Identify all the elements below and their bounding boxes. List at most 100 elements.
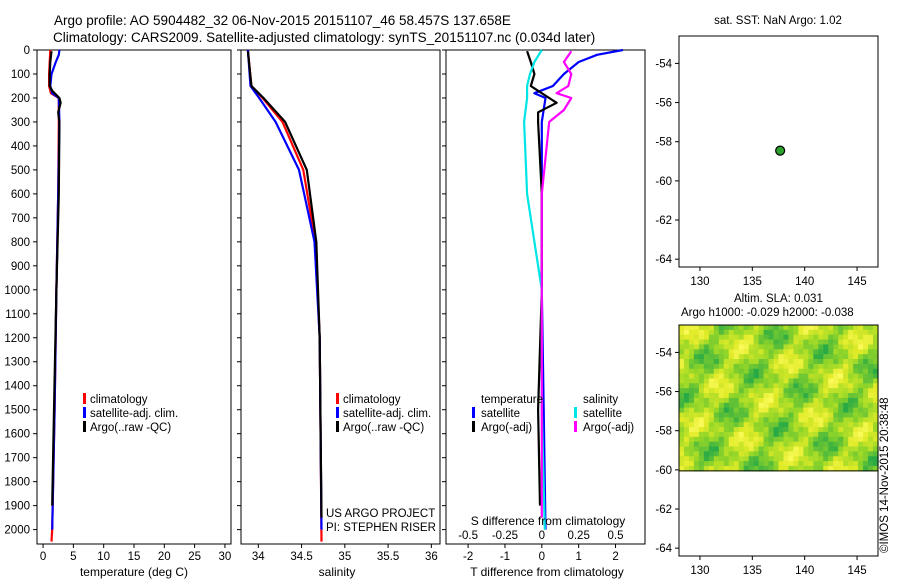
sla-heatmap-cell [713,417,720,423]
sla-heatmap-cell [858,393,864,399]
sla-heatmap-cell [688,422,695,428]
sla-heatmap-cell [743,329,750,336]
sla-heatmap-cell [853,436,859,443]
sla-heatmap-cell [693,431,700,438]
sla-heatmap-cell [758,378,765,384]
sla-heatmap-cell [713,456,720,462]
sla-heatmap-cell [808,368,814,375]
sla-heatmap-cell [768,383,775,389]
sla-heatmap-cell [703,393,710,399]
sla-heatmap-cell [733,393,740,399]
legend-swatch-satellite [83,407,86,418]
map-y-tick-label: -56 [655,98,672,110]
sla-heatmap-cell [818,368,824,375]
sla-heatmap-cell [778,441,785,448]
sla-heatmap-cell [803,407,809,414]
sla-heatmap-cell [679,354,685,360]
sla-heatmap-cell [763,339,770,346]
sla-heatmap-cell [848,451,854,457]
sla-heatmap-cell [853,334,859,341]
legend-label-satellite: satellite-adj. clim. [343,408,431,420]
sla-heatmap-cell [718,388,725,394]
sla-heatmap-cell [698,329,705,336]
sla-heatmap-cell [798,393,804,399]
sla-heatmap-cell [873,436,879,443]
sla-heatmap-cell [803,446,809,452]
series-line-t-satellite [533,48,624,530]
sla-heatmap-cell [808,441,814,448]
sla-heatmap-cell [703,388,710,394]
sla-heatmap-cell [803,465,809,472]
sla-heatmap-cell [738,436,745,443]
sla-heatmap-cell [679,334,685,341]
sla-heatmap-cell [723,465,730,472]
x-tick-label: 15 [128,551,141,563]
sla-heatmap-cell [748,427,755,433]
sla-heatmap-cell [733,402,740,409]
x-tick-label: 34 [252,551,265,563]
sla-heatmap-cell [763,461,770,467]
sla-heatmap-cell [743,363,750,370]
sla-heatmap-cell [728,422,735,428]
sla-heatmap-cell [823,354,829,360]
sla-heatmap-cell [873,378,879,384]
sla-heatmap-cell [723,329,730,336]
sla-heatmap-cell [733,368,740,375]
sla-heatmap-cell [838,329,844,336]
sla-heatmap-cell [868,402,874,409]
sla-heatmap-cell [778,368,785,375]
sla-heatmap-cell [818,436,824,443]
sla-heatmap-cell [758,368,765,375]
sla-heatmap-cell [863,441,869,448]
sla-heatmap-cell [793,373,799,380]
sla-heatmap-cell [858,417,864,423]
sla-heatmap-cell [713,359,720,365]
sla-heatmap-cell [803,354,809,360]
sla-heatmap-cell [778,402,785,409]
sla-heatmap-cell [818,363,824,370]
depth-tick-label: 1300 [4,357,30,369]
sla-heatmap-cell [773,383,780,389]
sla-heatmap-cell [873,344,879,350]
sla-heatmap-cell [683,417,690,423]
sla-heatmap-cell [848,354,854,360]
sla-heatmap-cell [718,334,725,341]
sla-heatmap-cell [868,325,874,331]
sla-heatmap-cell [813,339,819,346]
sla-heatmap-cell [863,451,869,457]
sla-heatmap-cell [833,451,839,457]
sla-heatmap-cell [753,407,760,414]
sla-heatmap-cell [798,329,804,336]
sla-heatmap-cell [773,422,780,428]
sla-heatmap-cell [788,451,795,457]
legend-label-satellite: satellite-adj. clim. [90,408,178,420]
sla-heatmap-cell [743,441,750,448]
sla-heatmap-cell [823,461,829,467]
sla-heatmap-cell [728,393,735,399]
sla-heatmap-cell [793,427,799,433]
sla-heatmap-cell [773,368,780,375]
sla-heatmap-cell [693,334,700,341]
sla-heatmap-cell [813,451,819,457]
sla-heatmap-cell [853,402,859,409]
sla-heatmap-cell [853,461,859,467]
sla-heatmap-cell [798,339,804,346]
depth-tick-label: 1500 [4,405,30,417]
sla-heatmap-cell [858,334,864,341]
sla-heatmap-cell [768,461,775,467]
sla-heatmap-cell [688,446,695,452]
sla-heatmap-cell [828,397,834,404]
sla-heatmap-cell [688,359,695,365]
sla-heatmap-cell [873,373,879,380]
sla-heatmap-cell [813,436,819,443]
sla-heatmap-cell [683,383,690,389]
sla-heatmap-cell [868,349,874,355]
x-tick-label: -1 [500,551,510,563]
sla-heatmap-cell [863,422,869,428]
sla-heatmap-cell [858,461,864,467]
sla-heatmap-cell [698,422,705,428]
sla-heatmap-cell [838,412,844,418]
sla-heatmap-cell [833,334,839,341]
sla-heatmap-cell [803,325,809,331]
sla-heatmap-cell [788,431,795,438]
